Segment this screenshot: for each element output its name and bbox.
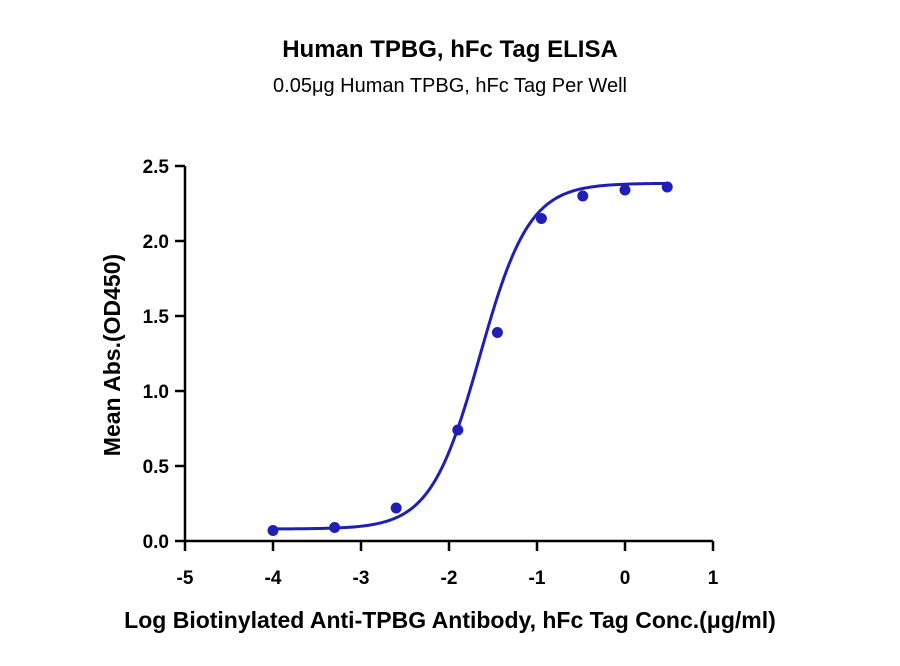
data-point <box>535 213 547 224</box>
x-tick-label: 0 <box>620 568 631 589</box>
y-tick-label: 2.0 <box>143 232 169 253</box>
chart-subtitle: 0.05μg Human TPBG, hFc Tag Per Well <box>273 75 627 97</box>
x-tick-label: -1 <box>529 568 546 589</box>
y-axis-title: Mean Abs.(OD450) <box>99 254 125 456</box>
x-tick-label: -2 <box>441 568 458 589</box>
y-axis-ticks: 0.0 0.5 1.0 1.5 2.0 2.5 <box>143 157 185 553</box>
data-point <box>491 327 503 338</box>
chart-title: Human TPBG, hFc Tag ELISA <box>282 36 618 63</box>
x-axis-ticks: -5 -4 -3 -2 -1 0 1 <box>177 541 719 589</box>
y-tick-label: 0.5 <box>143 457 170 478</box>
data-point <box>267 525 279 536</box>
data-point <box>390 502 402 514</box>
data-point <box>329 522 341 533</box>
y-tick-label: 1.5 <box>143 307 170 328</box>
y-tick-label: 2.5 <box>143 157 170 178</box>
data-point <box>619 184 631 196</box>
data-point <box>577 190 589 202</box>
y-tick-label: 1.0 <box>143 382 169 403</box>
data-points <box>267 181 673 536</box>
x-tick-label: 1 <box>708 568 719 589</box>
x-tick-label: -4 <box>265 568 282 589</box>
y-tick-label: 0.0 <box>143 532 169 553</box>
x-axis-title: Log Biotinylated Anti-TPBG Antibody, hFc… <box>124 607 776 633</box>
data-point <box>661 181 673 193</box>
x-tick-label: -3 <box>353 568 370 589</box>
fit-curve <box>272 181 668 531</box>
x-tick-label: -5 <box>177 568 194 589</box>
data-point <box>452 424 464 436</box>
